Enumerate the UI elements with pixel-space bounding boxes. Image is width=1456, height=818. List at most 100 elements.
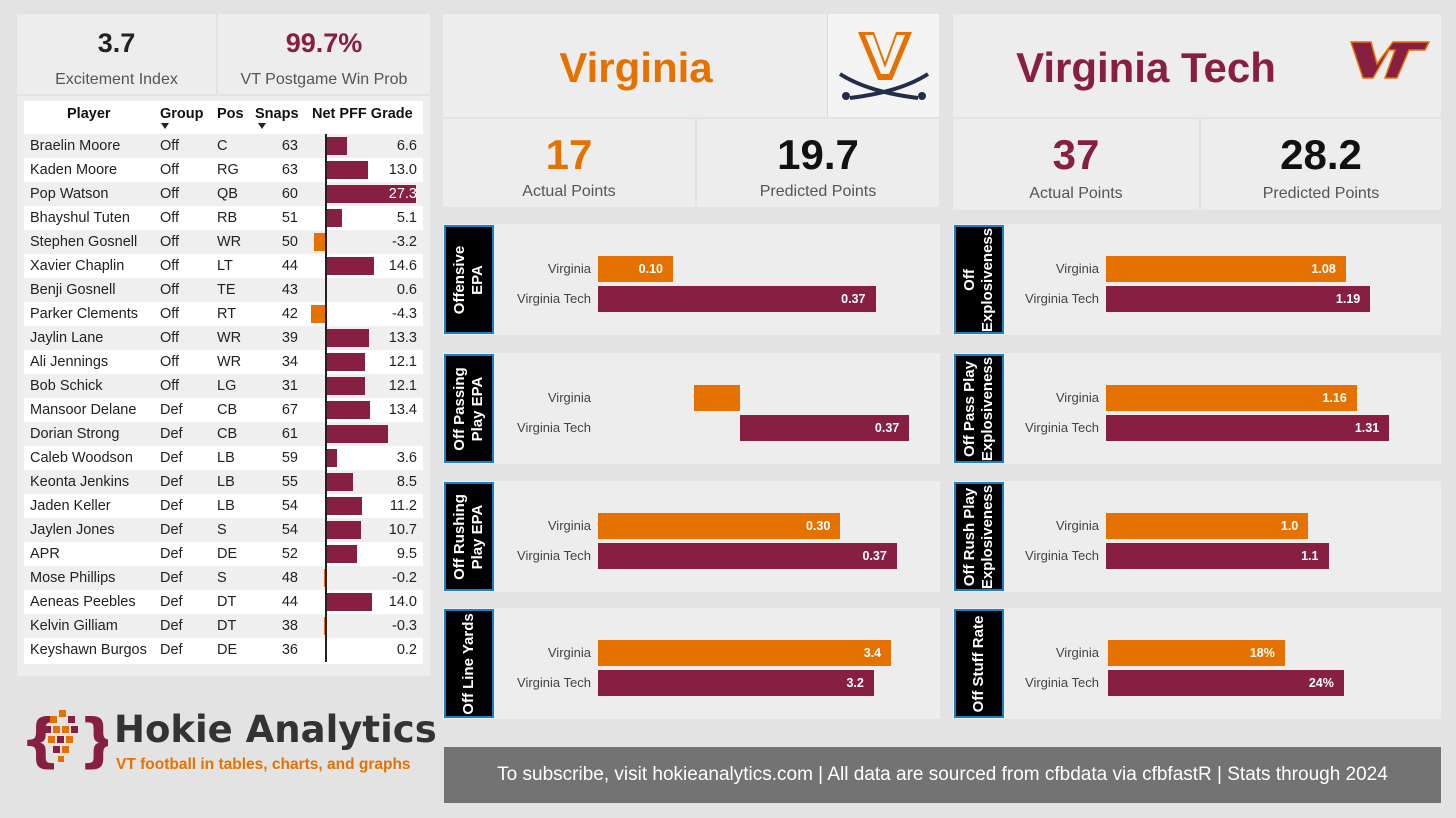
- player-grade: -0.2: [392, 570, 417, 586]
- player-snaps: 48: [281, 570, 298, 586]
- player-group: Off: [160, 258, 180, 274]
- bar-value-label: 24%: [1308, 676, 1334, 690]
- player-snaps: 54: [281, 522, 298, 538]
- player-pos: QB: [217, 186, 238, 202]
- virginia-bar: 1.08: [1106, 256, 1346, 282]
- bar-category-label: Virginia: [1055, 518, 1099, 533]
- bar-value-label: 1.08: [1311, 262, 1336, 276]
- player-name: Kaden Moore: [30, 162, 118, 178]
- grade-axis: [325, 134, 327, 662]
- table-row[interactable]: Keonta Jenkins Def LB 55 8.5: [24, 470, 423, 494]
- player-snaps: 55: [281, 474, 298, 490]
- bar-category-label: Virginia Tech: [1025, 675, 1099, 690]
- table-row[interactable]: Pop Watson Off QB 60 27.3: [24, 182, 423, 206]
- panel-title: Off Passing Play EPA: [444, 354, 494, 463]
- player-pos: WR: [217, 354, 242, 370]
- player-pos: CB: [217, 426, 238, 442]
- table-row[interactable]: Benji Gosnell Off TE 43 0.6: [24, 278, 423, 302]
- grade-bar: [323, 569, 325, 587]
- player-group: Def: [160, 594, 183, 610]
- player-name: Caleb Woodson: [30, 450, 133, 466]
- svg-text:}: }: [78, 706, 108, 774]
- sort-down-icon[interactable]: [161, 123, 169, 129]
- player-table: Player Group Pos Snaps Net PFF Grade Bra…: [24, 101, 423, 664]
- player-group: Def: [160, 570, 183, 586]
- player-pos: LB: [217, 450, 235, 466]
- player-snaps: 63: [281, 138, 298, 154]
- player-grade: 14.6: [388, 258, 417, 274]
- table-row[interactable]: Aeneas Peebles Def DT 44 14.0: [24, 590, 423, 614]
- panel-title: Off Stuff Rate: [954, 609, 1004, 718]
- grade-bar: [325, 593, 372, 611]
- player-grade: 8.5: [396, 474, 417, 490]
- hokie-analytics-brand: { } Hokie Analytics VT football in table…: [20, 700, 437, 780]
- virginia-bar: [694, 385, 740, 411]
- grade-bar: [325, 161, 369, 179]
- bar-category-label: Virginia: [547, 645, 591, 660]
- player-grade: 13.0: [388, 162, 417, 178]
- table-row[interactable]: Ali Jennings Off WR 34 12.1: [24, 350, 423, 374]
- grade-bar: [325, 377, 366, 395]
- player-group: Off: [160, 306, 180, 322]
- header-grade[interactable]: Net PFF Grade: [312, 106, 413, 122]
- player-name: Keyshawn Burgos: [30, 642, 147, 658]
- table-row[interactable]: Keyshawn Burgos Def DE 36 0.2: [24, 638, 423, 662]
- player-snaps: 43: [281, 282, 298, 298]
- player-group: Off: [160, 282, 180, 298]
- table-row[interactable]: Mansoor Delane Def CB 67 13.4: [24, 398, 423, 422]
- table-row[interactable]: Jaylen Jones Def S 54 10.7: [24, 518, 423, 542]
- bar-value-label: 0.37: [874, 421, 900, 435]
- table-row[interactable]: APR Def DE 52 9.5: [24, 542, 423, 566]
- player-group: Def: [160, 426, 183, 442]
- uva-team-name: Virginia: [559, 44, 713, 91]
- uva-predicted-points-value: 19.7: [777, 131, 859, 178]
- header-snaps[interactable]: Snaps: [255, 106, 299, 122]
- table-row[interactable]: Braelin Moore Off C 63 6.6: [24, 134, 423, 158]
- player-grade: 13.4: [388, 402, 417, 418]
- footer-banner: To subscribe, visit hokieanalytics.com |…: [444, 747, 1441, 803]
- grade-bar: [325, 329, 370, 347]
- vt-predicted-points-card: 28.2 Predicted Points: [1201, 119, 1441, 210]
- player-pos: C: [217, 138, 228, 154]
- sort-down-icon[interactable]: [258, 123, 266, 129]
- player-name: Kelvin Gilliam: [30, 618, 118, 634]
- player-snaps: 38: [281, 618, 298, 634]
- grade-bar: [325, 257, 374, 275]
- player-group: Def: [160, 642, 183, 658]
- player-grade: 14.0: [388, 594, 417, 610]
- table-row[interactable]: Kaden Moore Off RG 63 13.0: [24, 158, 423, 182]
- player-name: Bhayshul Tuten: [30, 210, 130, 226]
- virginia-tech-bar: 1.31: [1106, 415, 1390, 441]
- bar-category-label: Virginia Tech: [1025, 291, 1099, 306]
- table-row[interactable]: Parker Clements Off RT 42 -4.3: [24, 302, 423, 326]
- vt-actual-points-label: Actual Points: [1029, 185, 1123, 202]
- table-row[interactable]: Dorian Strong Def CB 61: [24, 422, 423, 446]
- table-row[interactable]: Caleb Woodson Def LB 59 3.6: [24, 446, 423, 470]
- header-group[interactable]: Group: [160, 106, 204, 122]
- header-player[interactable]: Player: [67, 106, 111, 122]
- grade-bar: [325, 449, 338, 467]
- player-grade: 5.1: [396, 210, 417, 226]
- table-row[interactable]: Stephen Gosnell Off WR 50 -3.2: [24, 230, 423, 254]
- uva-header: Virginia: [443, 14, 939, 117]
- vt-team-name: Virginia Tech: [1016, 44, 1276, 91]
- player-snaps: 54: [281, 498, 298, 514]
- panel-title-text: Off Line Yards: [460, 612, 477, 715]
- bar-category-label: Virginia Tech: [517, 548, 591, 563]
- player-name: Jaden Keller: [30, 498, 111, 514]
- player-pos: LB: [217, 474, 235, 490]
- table-row[interactable]: Bob Schick Off LG 31 12.1: [24, 374, 423, 398]
- table-row[interactable]: Bhayshul Tuten Off RB 51 5.1: [24, 206, 423, 230]
- table-row[interactable]: Xavier Chaplin Off LT 44 14.6: [24, 254, 423, 278]
- table-row[interactable]: Mose Phillips Def S 48 -0.2: [24, 566, 423, 590]
- header-pos[interactable]: Pos: [217, 106, 244, 122]
- table-row[interactable]: Jaden Keller Def LB 54 11.2: [24, 494, 423, 518]
- grade-bar: [310, 305, 325, 323]
- grade-bar: [325, 137, 348, 155]
- grade-bar: [323, 617, 325, 635]
- stat-panel: Off Rushing Play EPA Virginia 0.30 Virginia…: [443, 481, 940, 592]
- player-name: Parker Clements: [30, 306, 138, 322]
- table-row[interactable]: Kelvin Gilliam Def DT 38 -0.3: [24, 614, 423, 638]
- virginia-tech-bar: 24%: [1108, 670, 1344, 696]
- table-row[interactable]: Jaylin Lane Off WR 39 13.3: [24, 326, 423, 350]
